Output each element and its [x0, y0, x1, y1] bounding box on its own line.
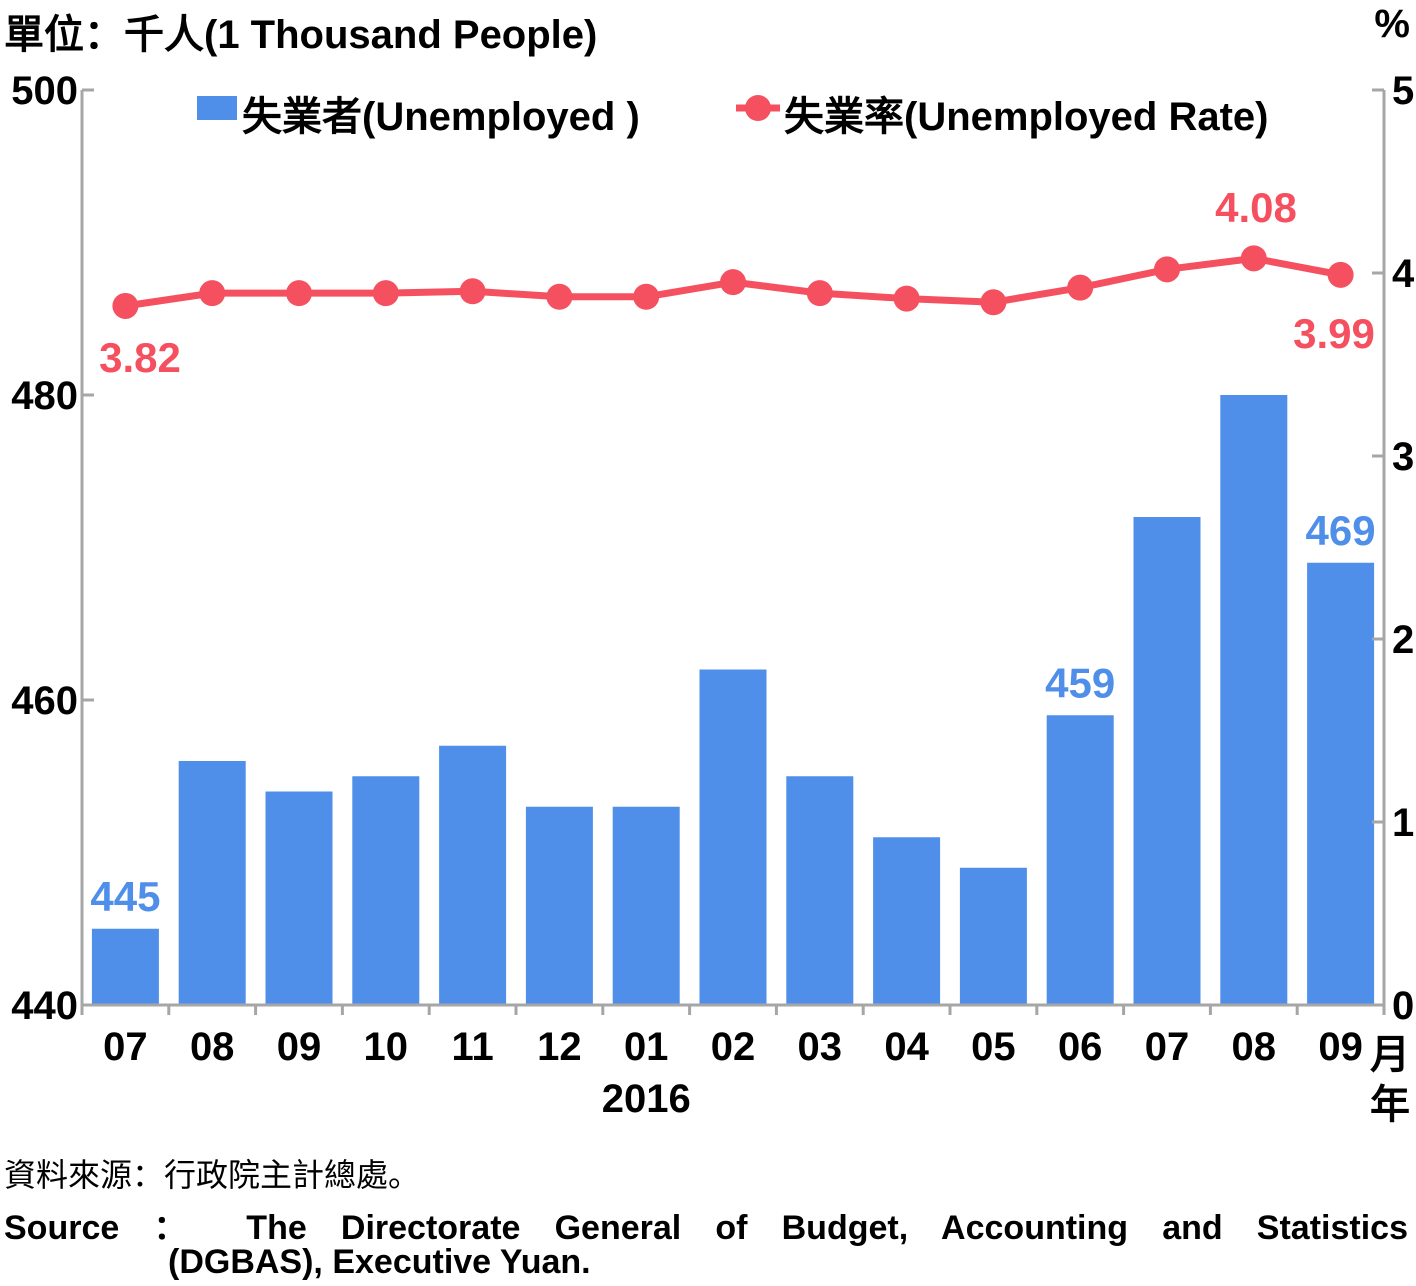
bar-3	[352, 776, 420, 1005]
x-tick-label-4: 11	[451, 1025, 493, 1069]
bar-12	[1133, 517, 1201, 1005]
source-english-line2: (DGBAS), Executive Yuan.	[168, 1243, 591, 1281]
bar-8	[786, 776, 854, 1005]
x-year-label: 2016	[602, 1077, 691, 1121]
bar-4	[439, 745, 507, 1005]
rate-point-7	[720, 269, 746, 296]
rate-point-12	[1154, 256, 1180, 283]
legend-label-line: 失業率(Unemployed Rate)	[784, 95, 1269, 139]
bar-data-label-11: 459	[1045, 659, 1115, 706]
bar-7	[699, 669, 767, 1005]
legend-label-bars: 失業者(Unemployed )	[242, 95, 640, 139]
bar-6	[612, 806, 680, 1005]
source-english-line1: Source ： The Directorate General of Budg…	[4, 1209, 1408, 1247]
rate-data-label-14: 3.99	[1293, 310, 1375, 357]
rate-data-label-0: 3.82	[99, 334, 181, 381]
bar-data-label-0: 445	[90, 873, 160, 920]
x-tick-label-3: 10	[364, 1025, 409, 1069]
rate-point-1	[199, 280, 226, 307]
x-tick-label-6: 01	[624, 1025, 669, 1069]
year-suffix-label: 年	[1370, 1083, 1410, 1127]
bar-5	[525, 806, 593, 1005]
right-tick-label-1: 1	[1392, 801, 1414, 845]
rate-point-2	[286, 280, 312, 307]
x-tick-label-2: 09	[277, 1025, 322, 1069]
rate-point-9	[893, 285, 920, 312]
legend-swatch-bars	[197, 96, 237, 120]
rate-point-3	[372, 280, 399, 307]
bar-1	[178, 761, 246, 1005]
x-tick-label-9: 04	[884, 1025, 929, 1069]
bar-14	[1307, 562, 1375, 1005]
x-tick-label-8: 03	[798, 1025, 843, 1069]
bar-13	[1220, 395, 1288, 1005]
rate-point-6	[633, 283, 660, 310]
rate-point-10	[980, 289, 1007, 316]
bar-2	[265, 791, 333, 1005]
right-tick-label-4: 4	[1392, 252, 1415, 296]
x-tick-label-0: 07	[103, 1025, 148, 1069]
x-tick-label-10: 05	[971, 1025, 1016, 1069]
right-tick-label-5: 5	[1392, 69, 1414, 113]
rate-point-5	[546, 283, 573, 310]
right-tick-label-3: 3	[1392, 435, 1414, 479]
left-tick-label-3: 500	[11, 69, 78, 113]
x-tick-label-14: 09	[1318, 1025, 1363, 1069]
left-axis-unit-label: 單位：千人(1 Thousand People)	[4, 13, 598, 57]
bar-0	[91, 928, 159, 1005]
x-tick-label-7: 02	[711, 1025, 756, 1069]
right-tick-label-2: 2	[1392, 618, 1414, 662]
rate-point-14	[1327, 261, 1354, 288]
rate-point-0	[112, 292, 139, 319]
month-suffix-label: 月	[1370, 1033, 1410, 1077]
x-tick-label-1: 08	[190, 1025, 235, 1069]
source-chinese: 資料來源：行政院主計總處。	[4, 1157, 421, 1193]
rate-point-8	[806, 280, 833, 307]
bar-data-label-14: 469	[1306, 507, 1376, 554]
bar-10	[959, 867, 1027, 1005]
rate-point-4	[459, 278, 486, 305]
x-tick-label-12: 07	[1145, 1025, 1190, 1069]
left-tick-label-2: 480	[11, 374, 78, 418]
left-tick-label-0: 440	[11, 984, 78, 1028]
left-tick-label-1: 460	[11, 679, 78, 723]
rate-data-label-13: 4.08	[1215, 184, 1297, 231]
rate-point-13	[1240, 245, 1267, 272]
x-tick-label-5: 12	[537, 1025, 582, 1069]
rate-point-11	[1067, 274, 1094, 301]
x-tick-label-13: 08	[1232, 1025, 1277, 1069]
legend-swatch-marker	[745, 95, 771, 121]
bar-11	[1046, 715, 1114, 1005]
x-tick-label-11: 06	[1058, 1025, 1103, 1069]
right-tick-label-0: 0	[1392, 984, 1414, 1028]
bar-9	[873, 837, 941, 1005]
right-axis-unit-label: %	[1374, 2, 1410, 46]
